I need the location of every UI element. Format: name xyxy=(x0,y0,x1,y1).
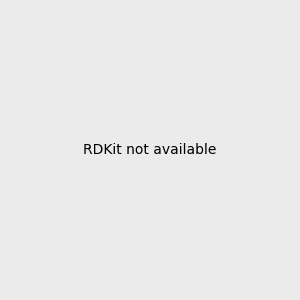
Text: RDKit not available: RDKit not available xyxy=(83,143,217,157)
